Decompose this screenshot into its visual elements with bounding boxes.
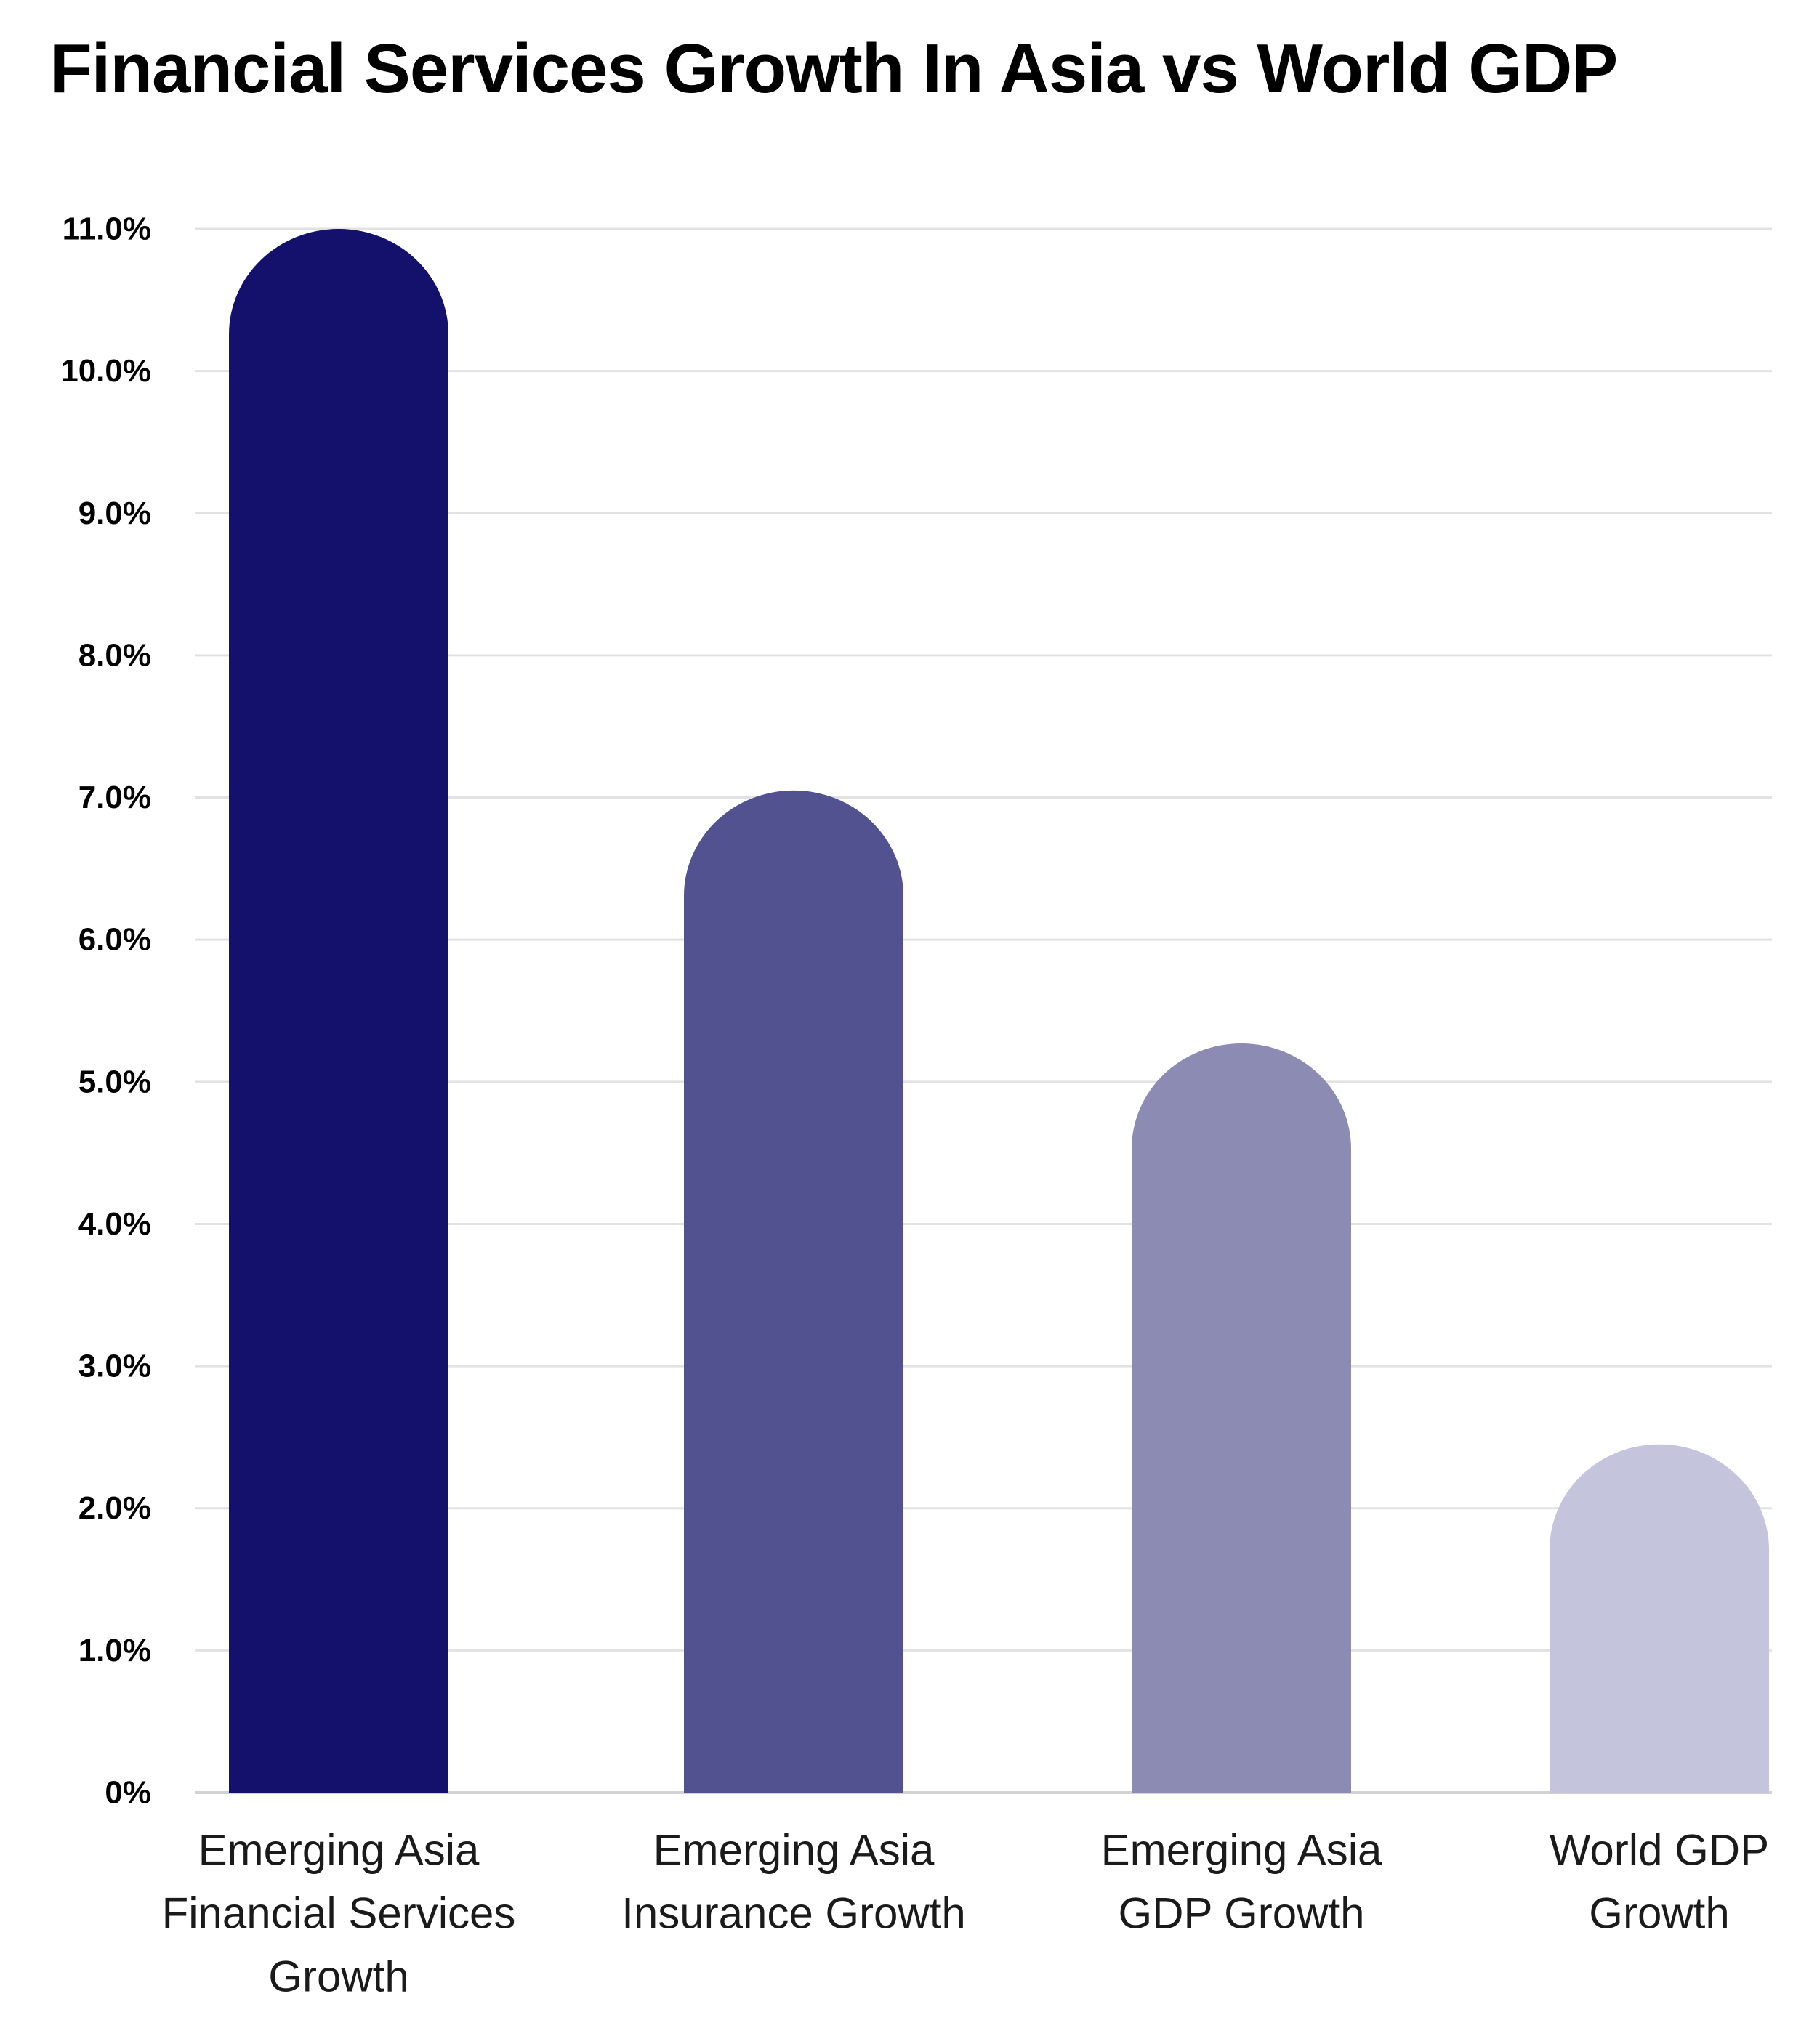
bar — [1550, 1444, 1769, 1793]
y-tick-label: 2.0% — [78, 1490, 151, 1526]
y-tick-label: 3.0% — [78, 1349, 151, 1384]
x-category-label: Emerging Asia Financial Services Growth — [162, 1826, 516, 2001]
y-tick-label: 5.0% — [78, 1064, 151, 1099]
x-category-label: Emerging Asia GDP Growth — [1101, 1826, 1382, 1938]
y-tick-label: 0% — [105, 1775, 151, 1811]
bar — [1132, 1043, 1351, 1793]
x-category-label: Emerging Asia Insurance Growth — [621, 1826, 966, 1938]
chart-title: Financial Services Growth In Asia vs Wor… — [49, 30, 1618, 108]
y-tick-label: 1.0% — [78, 1633, 151, 1668]
gridlines — [195, 227, 1772, 1794]
y-tick-label: 6.0% — [78, 922, 151, 958]
y-tick-label: 11.0% — [63, 211, 151, 247]
x-category-label: World GDP Growth — [1550, 1826, 1769, 1938]
y-tick-label: 4.0% — [78, 1206, 151, 1242]
y-tick-label: 10.0% — [60, 353, 151, 389]
bar — [229, 229, 448, 1793]
y-axis-tick-labels: 0% 1.0% 2.0% 3.0% 4.0% 5.0% 6.0% 7.0% 8.0% 9.0% 10… — [60, 211, 151, 1811]
y-tick-label: 8.0% — [78, 637, 151, 673]
bars — [229, 229, 1769, 1793]
x-axis-category-labels: Emerging Asia Financial Services Growth Eme… — [162, 1826, 1770, 2001]
bar — [684, 790, 903, 1793]
y-tick-label: 9.0% — [78, 496, 151, 531]
y-tick-label: 7.0% — [78, 780, 151, 815]
